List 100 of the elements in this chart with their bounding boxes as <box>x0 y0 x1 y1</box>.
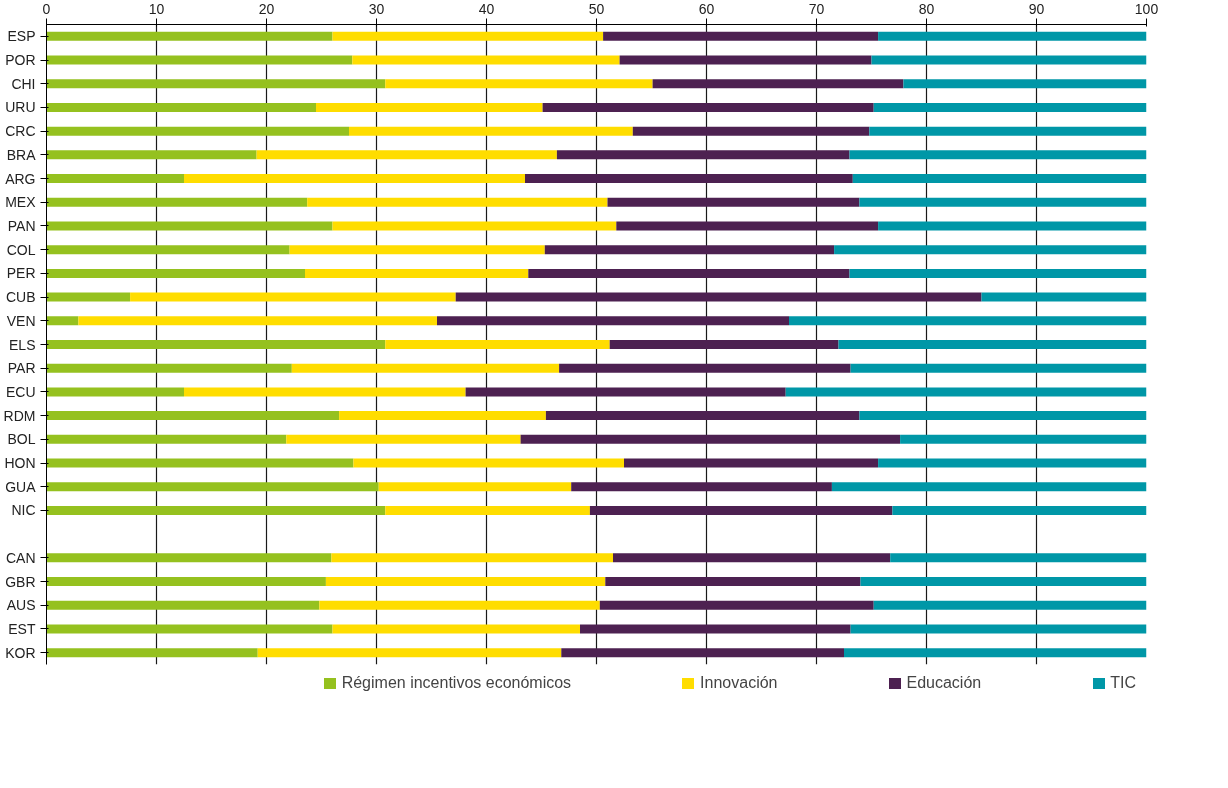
bar <box>385 79 653 89</box>
bar <box>307 197 608 207</box>
y-tick-label: ELS <box>9 336 36 353</box>
bar <box>878 221 1147 231</box>
bar <box>455 292 982 302</box>
x-tick-label: 30 <box>368 0 385 17</box>
bar <box>624 458 879 468</box>
y-tick-label: CHI <box>11 75 36 92</box>
y-tick-label: URU <box>5 99 36 116</box>
bar <box>46 340 386 349</box>
bar <box>605 577 861 587</box>
bar <box>316 102 543 112</box>
bar <box>46 126 349 136</box>
x-tick-label: 10 <box>148 0 165 17</box>
y-tick-label: VEN <box>6 312 36 329</box>
bar <box>78 316 437 326</box>
y-tick-label: AUS <box>6 597 36 614</box>
y-tick-label: PER <box>6 265 36 282</box>
y-tick-label: HON <box>4 455 36 472</box>
y-tick-label: GUA <box>5 478 37 495</box>
bar <box>589 505 893 515</box>
y-tick-label: CAN <box>5 549 36 566</box>
bar <box>528 268 850 278</box>
bar <box>332 221 617 231</box>
bar <box>571 482 832 492</box>
bar <box>46 600 320 610</box>
y-tick-label: BRA <box>6 146 37 163</box>
x-tick-label: 0 <box>42 0 51 17</box>
bar <box>46 482 379 492</box>
y-tick-label: POR <box>5 52 36 69</box>
bar <box>46 197 308 207</box>
bar <box>520 434 901 444</box>
bar <box>831 482 1147 492</box>
bar <box>878 458 1147 468</box>
bar <box>184 174 525 184</box>
bar <box>785 387 1147 397</box>
y-tick-label: MEX <box>5 194 37 211</box>
bar <box>46 31 333 41</box>
bar <box>632 126 870 136</box>
bar <box>616 221 879 231</box>
bar <box>46 174 184 184</box>
bar <box>46 624 333 634</box>
bar <box>332 624 580 634</box>
bar <box>349 126 633 136</box>
bar <box>903 79 1147 89</box>
bar <box>556 150 850 160</box>
y-tick-label: GBR <box>5 573 36 590</box>
bar <box>981 292 1147 302</box>
bar <box>289 245 545 255</box>
x-tick-label: 60 <box>698 0 715 17</box>
bar <box>849 150 1147 160</box>
x-tick-label: 90 <box>1028 0 1045 17</box>
y-tick-label: NIC <box>11 502 36 519</box>
bar <box>871 55 1147 65</box>
bar <box>609 340 839 349</box>
bar <box>890 553 1147 563</box>
y-tick-label: PAR <box>7 360 36 377</box>
bar <box>860 577 1147 587</box>
bar <box>385 505 590 515</box>
bar <box>385 340 610 349</box>
bar <box>46 79 386 89</box>
x-tick-label: 70 <box>808 0 825 17</box>
bar <box>331 553 613 563</box>
y-tick-label: EST <box>8 620 36 637</box>
bar <box>46 221 333 231</box>
bar <box>844 648 1147 658</box>
y-tick-label: BOL <box>7 431 36 448</box>
bar <box>580 624 851 634</box>
bar <box>850 363 1147 373</box>
x-tick-label: 40 <box>478 0 495 17</box>
bar <box>332 31 604 41</box>
bar <box>46 553 332 563</box>
legend-label: Régimen incentivos económicos <box>341 674 572 692</box>
bar <box>900 434 1147 444</box>
bar <box>256 150 557 160</box>
bar <box>46 292 131 302</box>
bar <box>325 577 606 587</box>
bar <box>859 197 1147 207</box>
y-tick-label: CUB <box>5 289 36 306</box>
bar <box>873 600 1147 610</box>
bar <box>599 600 874 610</box>
bar <box>849 268 1147 278</box>
bar <box>286 434 521 444</box>
bar <box>46 577 326 587</box>
y-tick-label: KOR <box>5 644 36 661</box>
bar <box>859 411 1147 421</box>
bar <box>46 387 184 397</box>
bar <box>46 434 287 444</box>
bar <box>352 55 620 65</box>
bar <box>544 245 835 255</box>
x-tick-label: 20 <box>258 0 275 17</box>
bar <box>789 316 1147 326</box>
bar <box>46 245 290 255</box>
bar <box>46 458 354 468</box>
y-tick-label: PAN <box>7 217 36 234</box>
bar <box>46 363 292 373</box>
bar <box>525 174 853 184</box>
bar <box>184 387 466 397</box>
y-tick-label: COL <box>6 241 36 258</box>
bar <box>545 411 860 421</box>
